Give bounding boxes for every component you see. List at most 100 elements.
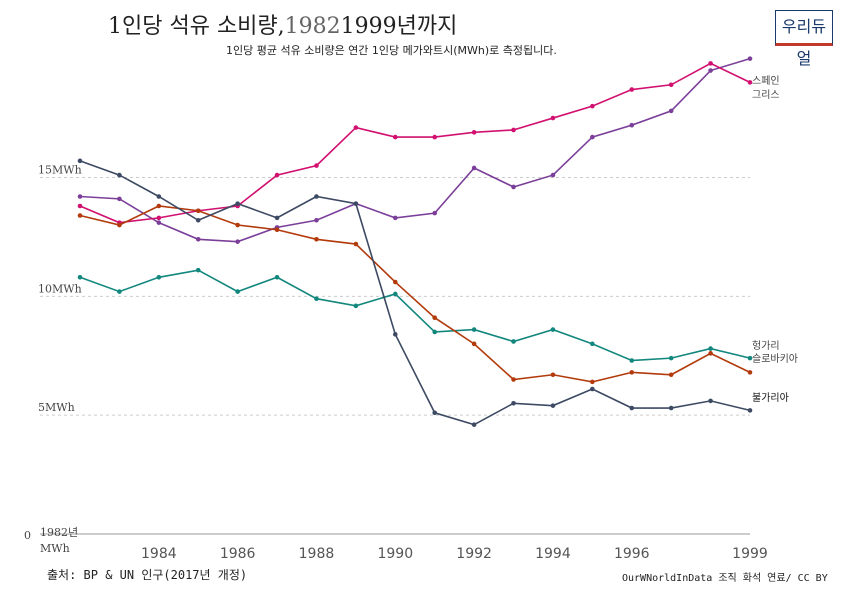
point-hungary bbox=[353, 303, 359, 309]
point-bulgaria bbox=[392, 332, 398, 337]
point-greece bbox=[432, 134, 438, 140]
point-hungary bbox=[747, 355, 753, 361]
point-hungary bbox=[156, 275, 162, 280]
point-slovakia bbox=[590, 379, 595, 385]
point-hungary bbox=[590, 341, 595, 347]
y-tick-label: 15MWh bbox=[38, 163, 82, 176]
x-tick-label: 1996 bbox=[614, 546, 650, 562]
point-slovakia bbox=[708, 351, 713, 356]
point-hungary bbox=[235, 289, 240, 294]
point-slovakia bbox=[668, 372, 674, 378]
point-slovakia bbox=[156, 203, 162, 209]
x-tick-label: 1992 bbox=[456, 546, 492, 562]
x-start-label: 1982년 bbox=[40, 526, 78, 539]
chart-subtitle: 1인당 평균 석유 소비량은 연간 1인당 메가와트시(MWh)로 측정됩니다. bbox=[226, 44, 557, 57]
point-hungary bbox=[274, 275, 280, 280]
point-slovakia bbox=[314, 236, 319, 242]
point-slovakia bbox=[629, 370, 635, 375]
point-slovakia bbox=[195, 208, 201, 214]
point-spain bbox=[156, 220, 162, 225]
point-spain bbox=[747, 56, 753, 61]
point-slovakia bbox=[747, 370, 753, 375]
point-spain bbox=[77, 194, 83, 199]
point-spain bbox=[235, 239, 240, 244]
x-tick-label: 1988 bbox=[299, 546, 335, 562]
point-hungary bbox=[314, 296, 319, 301]
point-spain bbox=[511, 184, 516, 190]
point-bulgaria bbox=[314, 194, 319, 199]
series-line-spain bbox=[79, 57, 751, 243]
point-spain bbox=[629, 122, 635, 128]
chart-title: 1인당 석유 소비량,19821999년까지 bbox=[108, 8, 457, 40]
point-spain bbox=[314, 217, 319, 223]
point-greece bbox=[274, 172, 280, 178]
point-greece bbox=[511, 127, 516, 133]
point-greece bbox=[550, 115, 556, 121]
point-spain bbox=[708, 68, 713, 73]
title-end-year: 1999년까지 bbox=[340, 14, 458, 39]
point-hungary bbox=[117, 289, 122, 294]
point-greece bbox=[353, 125, 359, 130]
point-hungary bbox=[77, 275, 83, 280]
brand-logo[interactable]: 우리듀얼 bbox=[775, 10, 833, 68]
title-start-year: 1982 bbox=[284, 14, 341, 39]
point-bulgaria bbox=[747, 408, 753, 413]
point-slovakia bbox=[274, 227, 280, 233]
series-label-bulgaria: 불가리아 bbox=[752, 392, 789, 404]
point-hungary bbox=[708, 346, 713, 351]
point-spain bbox=[668, 108, 674, 114]
point-slovakia bbox=[235, 222, 240, 228]
point-greece bbox=[392, 134, 398, 140]
point-slovakia bbox=[550, 372, 556, 378]
point-slovakia bbox=[471, 341, 477, 347]
point-hungary bbox=[471, 327, 477, 332]
series-label-hungary: 헝가리 bbox=[752, 340, 780, 352]
title-main: 1인당 석유 소비량, bbox=[108, 14, 285, 39]
point-hungary bbox=[511, 339, 516, 344]
point-slovakia bbox=[392, 279, 398, 285]
point-bulgaria bbox=[432, 410, 438, 416]
y-unit-label: MWh bbox=[40, 542, 70, 555]
point-spain bbox=[590, 134, 595, 140]
x-tick-label: 1990 bbox=[377, 546, 413, 562]
x-tick-label: 1986 bbox=[220, 546, 256, 562]
point-bulgaria bbox=[471, 422, 477, 427]
point-hungary bbox=[550, 327, 556, 332]
point-hungary bbox=[629, 358, 635, 363]
series-line-greece bbox=[79, 62, 751, 224]
credit-note[interactable]: OurWNorldInData 조직 화석 연료/ CC BY bbox=[622, 573, 828, 584]
point-bulgaria bbox=[235, 201, 240, 206]
point-greece bbox=[747, 80, 753, 85]
point-hungary bbox=[432, 329, 438, 335]
point-greece bbox=[668, 82, 674, 88]
source-note: 출처: BP & UN 인구(2017년 개정) bbox=[47, 568, 248, 582]
point-greece bbox=[629, 87, 635, 92]
series-line-hungary bbox=[79, 269, 751, 362]
point-greece bbox=[590, 103, 595, 109]
point-slovakia bbox=[353, 241, 359, 247]
point-slovakia bbox=[432, 315, 438, 321]
point-greece bbox=[471, 130, 477, 135]
point-bulgaria bbox=[511, 400, 516, 406]
series-line-bulgaria bbox=[79, 160, 751, 426]
x-tick-label: 1999 bbox=[732, 546, 768, 562]
point-spain bbox=[195, 236, 201, 242]
y-tick-label: 10MWh bbox=[38, 282, 82, 295]
series-label-greece: 그리스 bbox=[752, 89, 780, 101]
point-bulgaria bbox=[668, 405, 674, 411]
point-hungary bbox=[392, 291, 398, 297]
point-spain bbox=[392, 215, 398, 221]
point-slovakia bbox=[511, 377, 516, 382]
point-spain bbox=[432, 210, 438, 216]
series-line-slovakia bbox=[79, 205, 751, 383]
y-zero-label: 0 bbox=[24, 529, 31, 542]
point-bulgaria bbox=[550, 403, 556, 408]
point-bulgaria bbox=[708, 398, 713, 404]
point-bulgaria bbox=[77, 158, 83, 164]
point-bulgaria bbox=[156, 194, 162, 199]
point-spain bbox=[117, 196, 122, 202]
point-greece bbox=[314, 163, 319, 168]
point-bulgaria bbox=[353, 201, 359, 206]
point-greece bbox=[77, 203, 83, 209]
